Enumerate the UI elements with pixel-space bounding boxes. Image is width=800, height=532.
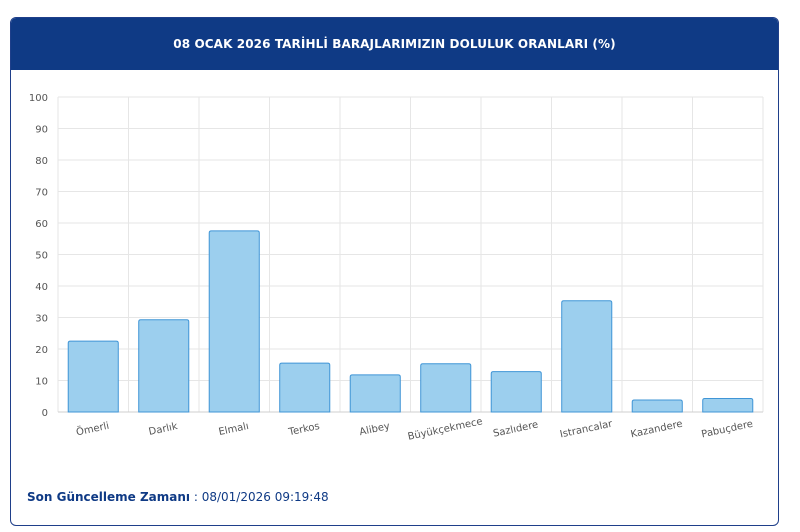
x-tick-label: Alibey (359, 421, 392, 438)
x-tick-label: Kazandere (630, 419, 684, 441)
y-tick-label: 60 (35, 219, 48, 230)
bar-alibey (349, 374, 401, 413)
chart-title: 08 OCAK 2026 TARİHLİ BARAJLARIMIZIN DOLU… (173, 37, 616, 51)
y-tick-label: 50 (35, 251, 48, 262)
bar-kazandere (631, 399, 683, 413)
bar-istrancalar (561, 300, 613, 413)
x-tick-label: Terkos (287, 421, 321, 439)
y-tick-label: 20 (35, 345, 48, 356)
y-tick-label: 0 (42, 408, 48, 419)
x-tick-label: Pabuçdere (700, 419, 754, 441)
bars (67, 230, 754, 413)
y-tick-label: 40 (35, 282, 48, 293)
bar-sazlıdere (490, 371, 542, 413)
y-tick-label: 90 (35, 125, 48, 136)
bar-elmalı (208, 230, 260, 413)
x-tick-label: Sazlıdere (492, 419, 539, 439)
y-tick-label: 30 (35, 314, 48, 325)
bar-ömerli (67, 340, 119, 413)
y-tick-label: 100 (29, 93, 48, 104)
bar-darlık (138, 319, 190, 413)
chart-card: 08 OCAK 2026 TARİHLİ BARAJLARIMIZIN DOLU… (10, 17, 779, 526)
x-tick-label: Elmalı (218, 421, 250, 438)
y-tick-label: 70 (35, 188, 48, 199)
chart-title-bar: 08 OCAK 2026 TARİHLİ BARAJLARIMIZIN DOLU… (11, 18, 778, 70)
bar-terkos (279, 362, 331, 413)
chart-area: 0 10 20 30 40 50 60 70 80 90 100 Ömerli Darlık Elmal… (11, 70, 778, 450)
x-tick-label: Istrancalar (559, 418, 614, 440)
y-tick-label: 10 (35, 377, 48, 388)
last-update-label: Son Güncelleme Zamanı (27, 490, 191, 504)
y-tick-label: 80 (35, 156, 48, 167)
x-tick-label: Ömerli (75, 419, 110, 439)
x-axis-labels: Ömerli Darlık Elmalı Terkos Alibey Büyükçekme… (75, 416, 754, 443)
y-axis-ticks: 0 10 20 30 40 50 60 70 80 90 100 (29, 93, 48, 419)
x-tick-label: Darlık (148, 421, 179, 438)
x-tick-label: Büyükçekmece (407, 416, 484, 443)
last-update-separator: : (190, 490, 202, 504)
last-update: Son Güncelleme Zamanı : 08/01/2026 09:19… (27, 490, 329, 504)
bar-chart: 0 10 20 30 40 50 60 70 80 90 100 Ömerli Darlık Elmal… (29, 93, 764, 443)
bar-büyükçekmece (420, 363, 472, 413)
last-update-value: 08/01/2026 09:19:48 (201, 490, 329, 504)
bar-pabuçdere (702, 397, 754, 413)
